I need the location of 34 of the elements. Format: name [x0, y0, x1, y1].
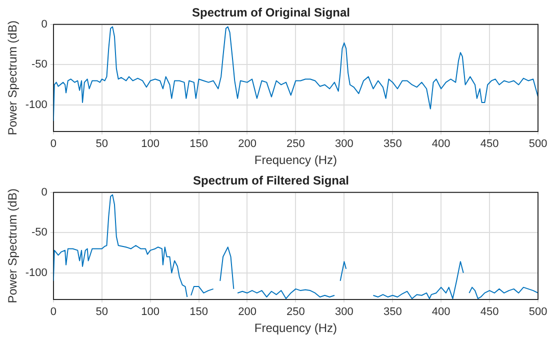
x-tick-label: 250 — [286, 138, 305, 150]
x-tick-label: 150 — [190, 306, 208, 318]
x-tick-label: 50 — [96, 138, 108, 150]
y-axis-title: Power Spectrum (dB) — [6, 188, 20, 304]
x-tick-label: 450 — [480, 306, 499, 318]
y-tick-label: -50 — [32, 226, 48, 239]
y-tick-label: 0 — [41, 186, 48, 198]
x-tick-label: 200 — [238, 138, 256, 150]
x-tick-label: 300 — [334, 138, 354, 150]
y-axis-title: Power Spectrum (dB) — [6, 20, 20, 136]
x-axis-title: Frequency (Hz) — [254, 153, 338, 168]
y-tick-label: -100 — [25, 266, 48, 279]
x-tick-label: 100 — [141, 138, 160, 150]
y-tick-label: -50 — [32, 58, 48, 71]
chart-title: Spectrum of Filtered Signal — [192, 174, 350, 188]
x-tick-label: 350 — [383, 138, 402, 150]
x-tick-label: 400 — [432, 138, 450, 150]
y-tick-label: -100 — [25, 98, 48, 111]
chart-title: Spectrum of Original Signal — [192, 6, 350, 20]
x-tick-label: 50 — [96, 306, 108, 318]
x-tick-label: 350 — [383, 306, 402, 318]
x-axis-title: Frequency (Hz) — [254, 321, 338, 336]
y-tick-label: 0 — [41, 18, 48, 30]
x-tick-label: 400 — [432, 306, 450, 318]
x-tick-label: 300 — [334, 306, 354, 318]
x-tick-label: 450 — [480, 138, 499, 150]
x-tick-label: 100 — [141, 306, 160, 318]
x-tick-label: 500 — [528, 306, 548, 318]
x-tick-label: 0 — [50, 138, 56, 150]
x-tick-label: 0 — [50, 306, 56, 318]
x-tick-label: 250 — [286, 306, 305, 318]
x-tick-label: 200 — [238, 306, 256, 318]
x-tick-label: 500 — [528, 138, 548, 150]
x-tick-label: 150 — [190, 138, 208, 150]
